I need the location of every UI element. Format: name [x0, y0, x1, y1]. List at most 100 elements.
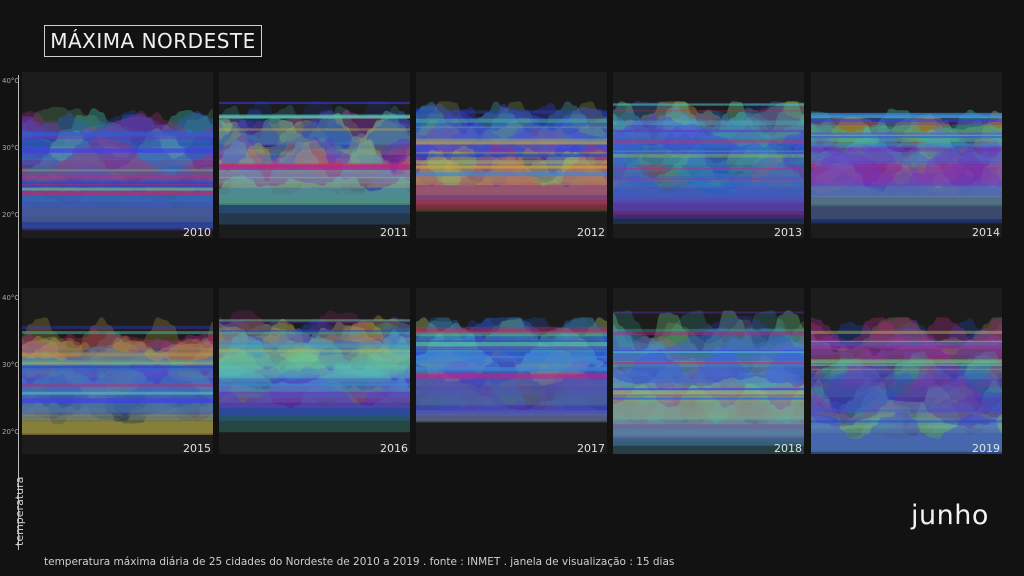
band-mark — [416, 329, 607, 334]
city-series-area — [22, 129, 213, 182]
year-label: 2012 — [577, 226, 605, 238]
band-mark — [811, 408, 1002, 413]
city-series-area — [811, 144, 1002, 188]
band-mark — [22, 362, 213, 365]
year-label: 2017 — [577, 442, 605, 454]
city-series-area — [22, 392, 213, 435]
band-mark — [613, 129, 804, 133]
city-series-area — [613, 115, 804, 156]
city-series-area — [219, 134, 410, 185]
city-series-area — [811, 172, 1002, 224]
city-series-area — [219, 310, 410, 349]
city-series-area — [416, 376, 607, 422]
band-mark — [416, 367, 607, 372]
band-mark — [416, 172, 607, 177]
band-mark — [22, 187, 213, 191]
panel-2015: 2015 — [22, 288, 213, 454]
city-series-area — [416, 146, 607, 195]
city-series-area — [22, 175, 213, 229]
city-series-area — [22, 174, 213, 231]
city-series-area — [811, 147, 1002, 187]
band-mark — [416, 126, 607, 129]
band-mark — [811, 147, 1002, 152]
band-mark — [219, 331, 410, 335]
band-mark — [613, 110, 804, 112]
city-series-area — [811, 147, 1002, 201]
city-series-area — [811, 141, 1002, 196]
city-series-area — [22, 119, 213, 167]
city-series-area — [219, 152, 410, 195]
city-series-area — [613, 319, 804, 367]
city-series-area — [811, 387, 1002, 426]
city-series-area — [22, 367, 213, 394]
city-series-area — [416, 103, 607, 145]
panel-2012: 2012 — [416, 72, 607, 238]
band-mark — [613, 390, 804, 396]
city-series-area — [811, 166, 1002, 205]
band-mark — [219, 163, 410, 168]
band-mark — [22, 331, 213, 335]
city-series-area — [811, 364, 1002, 398]
band-mark — [219, 129, 410, 131]
city-series-area — [613, 356, 804, 403]
city-series-area — [811, 119, 1002, 168]
city-series-area — [22, 139, 213, 186]
band-mark — [22, 137, 213, 139]
band-mark — [22, 183, 213, 185]
city-series-area — [613, 385, 804, 430]
band-mark — [613, 150, 804, 152]
band-mark — [811, 121, 1002, 125]
band-mark — [416, 160, 607, 165]
city-series-area — [219, 389, 410, 421]
city-series-area — [416, 317, 607, 364]
area-plot — [416, 101, 607, 212]
panel-2010: 2010 — [22, 72, 213, 238]
band-mark — [416, 346, 607, 349]
panel-2011: 2011 — [219, 72, 410, 238]
city-series-area — [613, 161, 804, 212]
area-plot — [613, 310, 804, 454]
band-mark — [416, 326, 607, 330]
area-plot — [22, 106, 213, 231]
city-series-area — [416, 376, 607, 423]
city-series-area — [219, 130, 410, 175]
city-series-area — [22, 335, 213, 364]
band-mark — [613, 362, 804, 365]
city-series-area — [22, 350, 213, 402]
city-series-area — [811, 342, 1002, 390]
city-series-area — [811, 150, 1002, 185]
city-series-area — [811, 370, 1002, 419]
band-mark — [219, 115, 410, 119]
band-mark — [811, 113, 1002, 118]
city-series-area — [219, 327, 410, 379]
city-series-area — [219, 316, 410, 364]
city-series-area — [811, 329, 1002, 356]
city-series-area — [416, 333, 607, 385]
y-axis-label: temperatura — [13, 476, 26, 546]
band-mark — [219, 165, 410, 170]
city-series-area — [811, 317, 1002, 356]
band-mark — [416, 348, 607, 350]
band-mark — [613, 328, 804, 332]
city-series-area — [219, 163, 410, 199]
city-series-area — [613, 140, 804, 202]
city-series-area — [613, 109, 804, 149]
area-plot — [219, 310, 410, 433]
city-series-area — [22, 336, 213, 369]
city-series-area — [613, 396, 804, 436]
band-mark — [613, 168, 804, 170]
band-mark — [811, 359, 1002, 363]
city-series-area — [811, 123, 1002, 186]
band-mark — [811, 134, 1002, 139]
city-series-area — [416, 102, 607, 152]
city-series-area — [219, 109, 410, 147]
area-plot — [613, 101, 804, 224]
city-series-area — [22, 317, 213, 350]
year-label: 2011 — [380, 226, 408, 238]
city-series-area — [219, 140, 410, 182]
city-series-area — [811, 158, 1002, 220]
city-series-area — [416, 101, 607, 155]
city-series-area — [219, 320, 410, 365]
band-mark — [22, 391, 213, 395]
city-series-area — [811, 148, 1002, 207]
